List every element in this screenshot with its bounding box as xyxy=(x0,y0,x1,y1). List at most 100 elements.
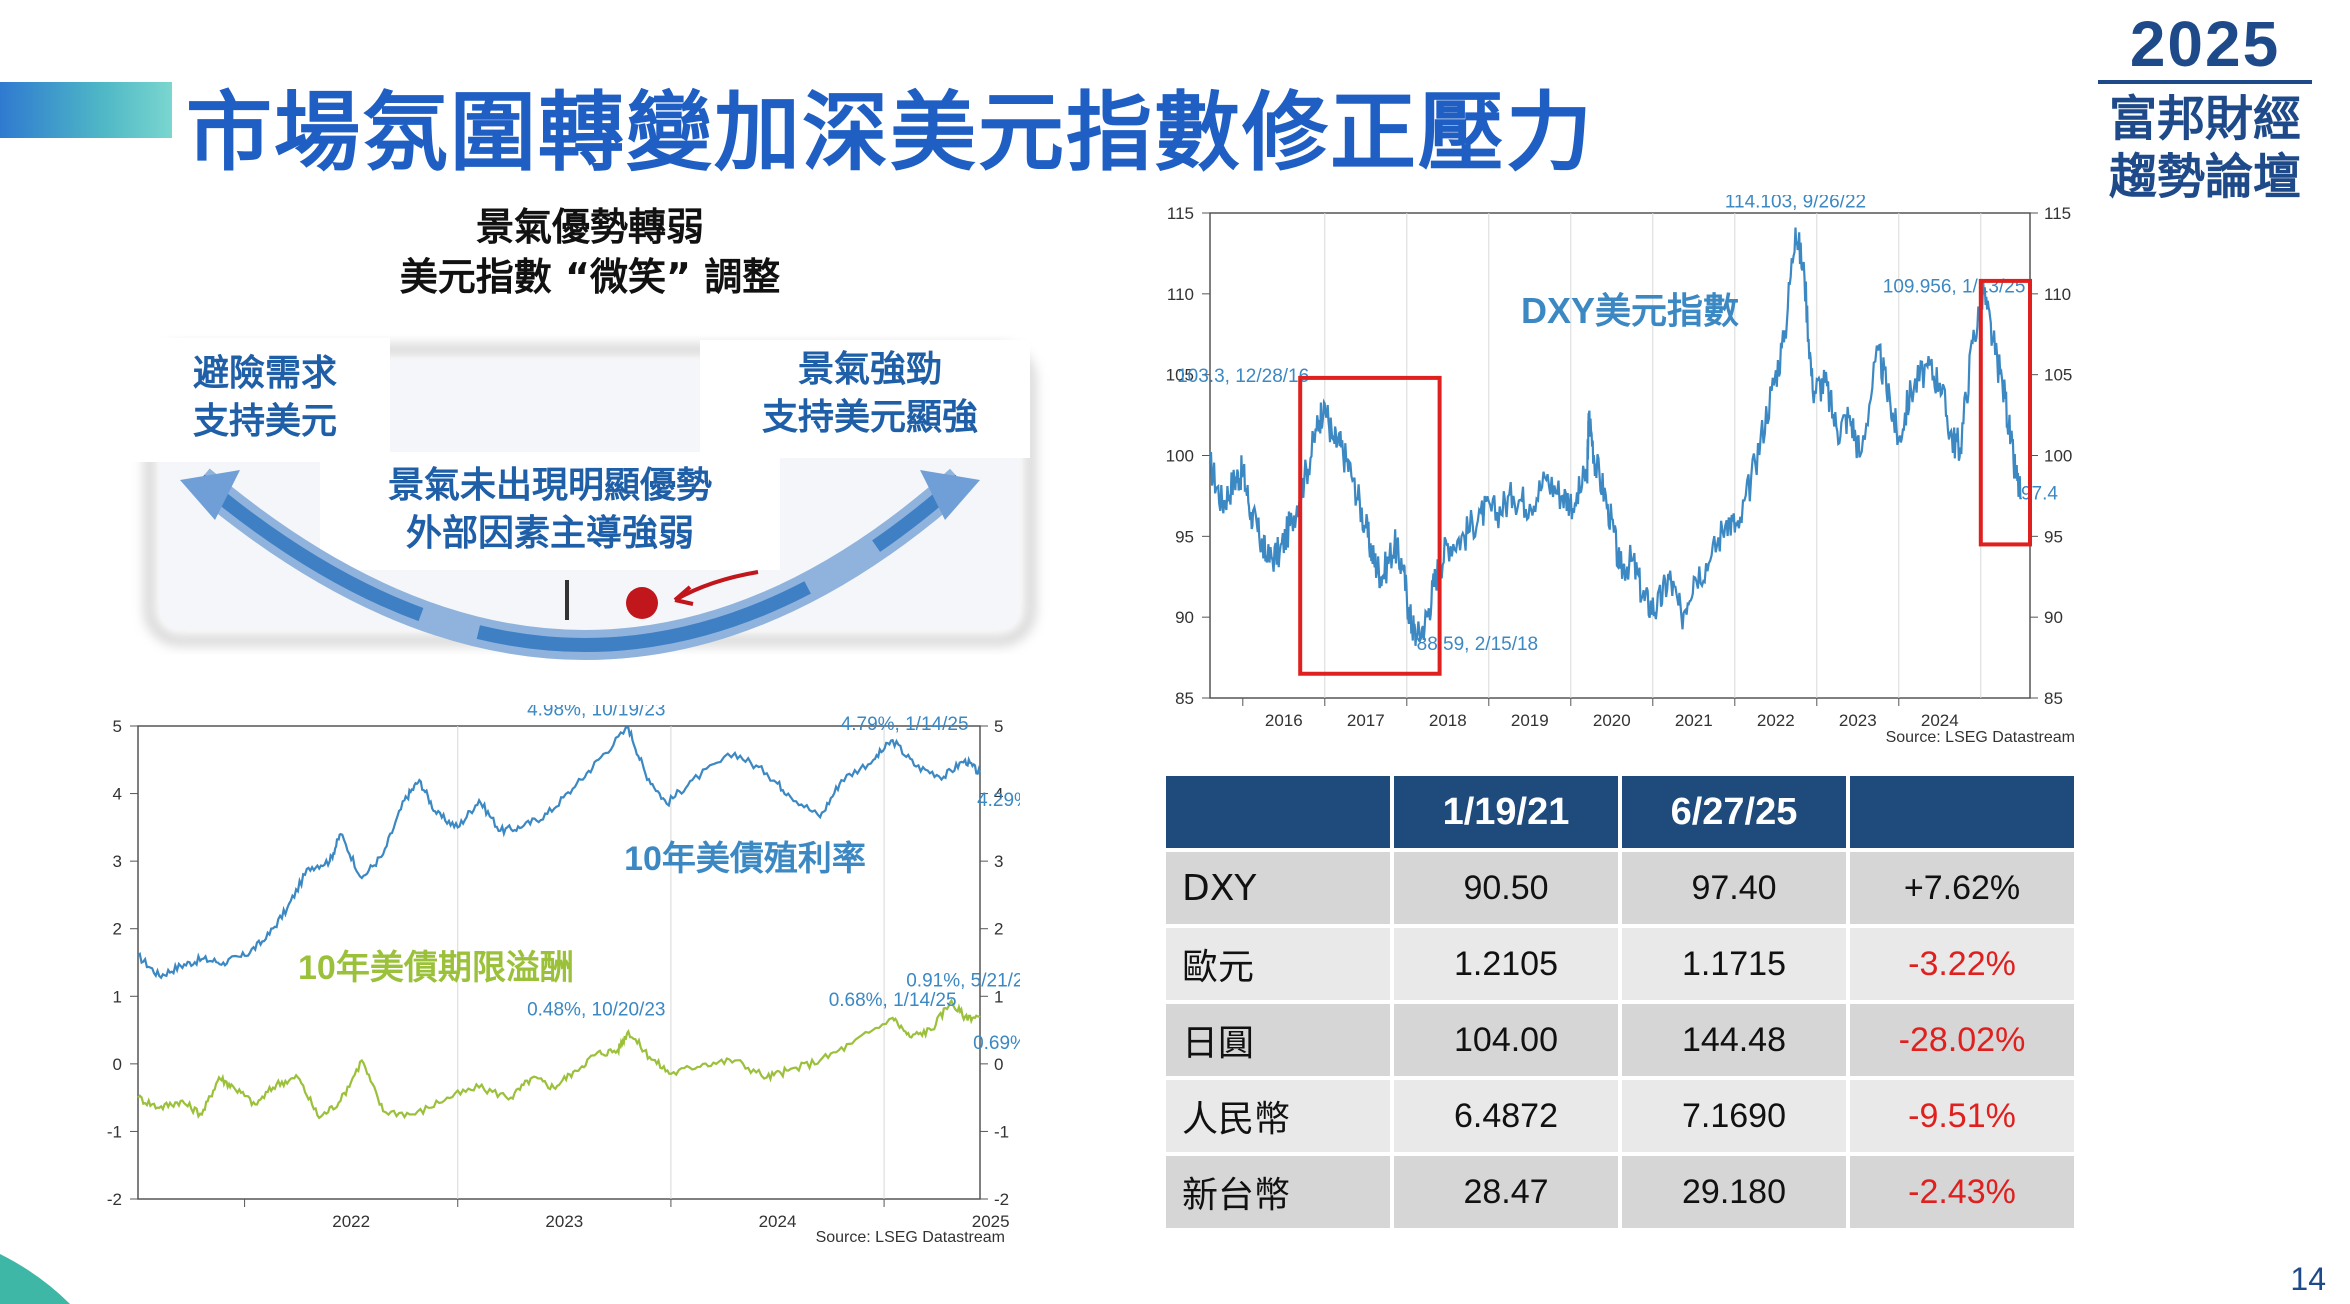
value-cell: 6.4872 xyxy=(1394,1080,1618,1152)
currency-name-cell: 人民幣 xyxy=(1166,1080,1390,1152)
y-tick-label-right: -1 xyxy=(994,1122,1009,1141)
smile-center-label: 景氣未出現明顯優勢 外部因素主導強弱 xyxy=(387,465,712,554)
data-annotation: 4.29% xyxy=(977,790,1020,811)
table-row: 新台幣 28.47 29.180 -2.43% xyxy=(1166,1156,2074,1228)
table-header-cell xyxy=(1850,776,2074,848)
y-tick-label-right: 0 xyxy=(994,1055,1003,1074)
ust10y-chart: -2 -2 -1 -1 0 0 1 1 2 2 3 3 4 4 5 5 2022 2023 2024 2025 4.98… xyxy=(90,699,1034,1254)
value-cell: 104.00 xyxy=(1394,1004,1618,1076)
title-accent-bar xyxy=(0,82,172,138)
series-label-term-premium: 10年美債期限溢酬 xyxy=(298,949,574,987)
data-annotation: 97.4 xyxy=(2021,484,2058,505)
x-tick-label: 2024 xyxy=(759,1212,797,1231)
currency-name-cell: 日圓 xyxy=(1166,1004,1390,1076)
currency-name-cell: DXY xyxy=(1166,852,1390,924)
data-annotation: 0.48%, 10/20/23 xyxy=(527,999,665,1020)
x-tick-label: 2022 xyxy=(1757,711,1795,730)
change-cell: -3.22% xyxy=(1850,928,2074,1000)
chart-source: Source: LSEG Datastream xyxy=(816,1229,1005,1246)
corner-decoration xyxy=(0,1254,70,1304)
x-tick-label: 2023 xyxy=(1839,711,1877,730)
y-tick-label: 3 xyxy=(113,852,122,871)
value-cell: 97.40 xyxy=(1622,852,1846,924)
logo-line-2: 趨勢論壇 xyxy=(2108,149,2301,205)
smile-heading-1: 景氣優勢轉弱 xyxy=(475,205,704,249)
x-tick-label: 2023 xyxy=(545,1212,583,1231)
series-line xyxy=(137,998,981,1120)
x-tick-label: 2017 xyxy=(1347,711,1385,730)
series-label-yield: 10年美債殖利率 xyxy=(624,840,866,878)
dollar-smile-diagram: 景氣優勢轉弱 美元指數 “微笑” 調整 避險需求 支持美元 景氣強勁 支持美元顯強 … xyxy=(130,190,1050,660)
table-row: DXY 90.50 97.40 +7.62% xyxy=(1166,852,2074,924)
plot-frame xyxy=(137,725,981,1200)
y-tick-label: 0 xyxy=(113,1055,122,1074)
y-tick-label-right: 85 xyxy=(2044,689,2063,708)
chart-source: Source: LSEG Datastream xyxy=(1886,729,2075,746)
x-tick-label: 2018 xyxy=(1429,711,1467,730)
smile-left-label: 避險需求 支持美元 xyxy=(192,353,337,442)
highlight-box xyxy=(1978,278,2032,547)
dxy-chart-svg: 85 85 90 90 95 95 100 100 105 105 110 110 115 115 2016… xyxy=(1166,192,2075,746)
y-tick-label-right: 3 xyxy=(994,852,1003,871)
y-tick-label-right: 90 xyxy=(2044,608,2063,627)
y-tick-label-right: -2 xyxy=(994,1190,1009,1209)
data-annotation: 103.3, 12/28/16 xyxy=(1177,366,1309,387)
table-row: 日圓 104.00 144.48 -28.02% xyxy=(1166,1004,2074,1076)
table-row: 歐元 1.2105 1.1715 -3.22% xyxy=(1166,928,2074,1000)
x-tick-label: 2019 xyxy=(1511,711,1549,730)
y-tick-label-right: 4 xyxy=(994,785,1003,804)
change-cell: -28.02% xyxy=(1850,1004,2074,1076)
y-tick-label: 5 xyxy=(113,717,122,736)
highlight-box xyxy=(1298,375,1442,676)
y-tick-label: 2 xyxy=(113,920,122,939)
forum-logo: 2025 富邦財經 趨勢論壇 xyxy=(2090,10,2320,206)
y-tick-label: 105 xyxy=(1166,366,1194,385)
value-cell: 28.47 xyxy=(1394,1156,1618,1228)
x-tick-label: 2025 xyxy=(972,1212,1010,1231)
y-tick-label-right: 5 xyxy=(994,717,1003,736)
y-tick-label: 115 xyxy=(1167,204,1194,223)
logo-line-1: 富邦財經 xyxy=(2108,91,2301,147)
y-tick-label: 95 xyxy=(1175,527,1194,546)
value-cell: 29.180 xyxy=(1622,1156,1846,1228)
data-annotation: 4.98%, 10/19/23 xyxy=(527,705,665,720)
change-cell: -2.43% xyxy=(1850,1156,2074,1228)
y-tick-label: 1 xyxy=(113,987,122,1006)
y-tick-label-right: 110 xyxy=(2044,285,2071,304)
table-header-cell: 6/27/25 xyxy=(1622,776,1846,848)
y-tick-label: 4 xyxy=(113,785,122,804)
logo-rule xyxy=(2098,80,2312,84)
y-tick-label: -1 xyxy=(107,1122,122,1141)
smile-arc-graphic xyxy=(130,338,1035,660)
logo-year: 2025 xyxy=(2129,8,2281,80)
data-annotation: 114.103, 9/26/22 xyxy=(1725,195,1866,213)
x-tick-label: 2020 xyxy=(1593,711,1631,730)
table-row: 人民幣 6.4872 7.1690 -9.51% xyxy=(1166,1080,2074,1152)
table-header-cell xyxy=(1166,776,1390,848)
data-annotation: 0.91%, 5/21/25 xyxy=(906,970,1020,991)
data-annotation: 4.79%, 1/14/25 xyxy=(841,714,969,735)
y-tick-label-right: 2 xyxy=(994,920,1003,939)
table-header-cell: 1/19/21 xyxy=(1394,776,1618,848)
x-tick-label: 2024 xyxy=(1921,711,1959,730)
y-tick-label: 90 xyxy=(1175,608,1194,627)
smile-right-label: 景氣強勁 支持美元顯強 xyxy=(761,349,978,438)
chart-title: DXY美元指數 xyxy=(1521,290,1739,331)
y-tick-label: 110 xyxy=(1167,285,1194,304)
data-annotation: 0.68%, 1/14/25 xyxy=(829,990,957,1011)
slide-title: 市場氛圍轉變加深美元指數修正壓力 xyxy=(186,83,1594,183)
currency-name-cell: 歐元 xyxy=(1166,928,1390,1000)
y-tick-label-right: 1 xyxy=(994,987,1003,1006)
y-tick-label-right: 95 xyxy=(2044,527,2063,546)
y-tick-label: -2 xyxy=(107,1190,122,1209)
value-cell: 1.2105 xyxy=(1394,928,1618,1000)
value-cell: 7.1690 xyxy=(1622,1080,1846,1152)
change-cell: -9.51% xyxy=(1850,1080,2074,1152)
y-tick-label: 100 xyxy=(1166,447,1194,466)
change-cell: +7.62% xyxy=(1850,852,2074,924)
current-position-marker xyxy=(626,587,658,619)
x-tick-label: 2022 xyxy=(332,1212,370,1231)
fx-change-table: 1/19/21 6/27/25 DXY 90.50 97.40 +7.62% 歐元 1.2… xyxy=(1162,772,2078,1232)
x-tick-label: 2021 xyxy=(1675,711,1713,730)
value-cell: 144.48 xyxy=(1622,1004,1846,1076)
